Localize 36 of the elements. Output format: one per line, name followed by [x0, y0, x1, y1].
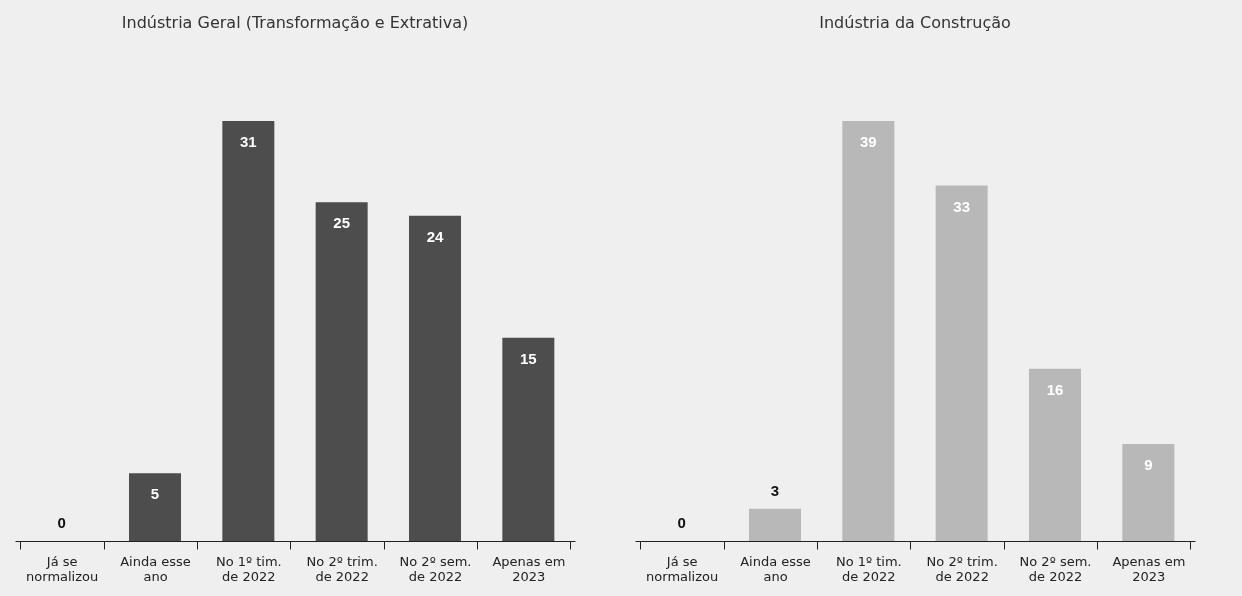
bar — [129, 473, 181, 541]
data-label: 5 — [150, 485, 160, 503]
x-tick-label: Ainda esse ano — [120, 553, 191, 584]
bar — [315, 202, 368, 541]
x-tick-label: No 2º sem. de 2022 — [1019, 553, 1092, 584]
x-tick-label: No 2º trim. de 2022 — [306, 553, 378, 584]
bar — [222, 121, 275, 541]
bar — [749, 508, 801, 541]
bar — [409, 215, 461, 541]
data-label: 39 — [859, 133, 877, 150]
data-label: 15 — [519, 349, 537, 367]
data-label: 33 — [953, 197, 971, 215]
data-label: 0 — [57, 514, 66, 531]
x-tick-label: Ainda esse ano — [740, 553, 811, 584]
x-tick-label: Já se normalizou — [26, 553, 99, 584]
bar — [1029, 368, 1081, 541]
data-label: 25 — [333, 214, 351, 232]
x-tick-label: No 2º sem. de 2022 — [399, 553, 472, 584]
x-tick-label: Já se normalizou — [646, 553, 719, 584]
x-tick-label: No 2º trim. de 2022 — [926, 553, 998, 584]
chart-title: Indústria da Construção — [819, 13, 1011, 32]
data-label: 24 — [426, 227, 444, 245]
x-tick-label: No 1º tim. de 2022 — [835, 553, 902, 584]
x-tick-label: No 1º tim. de 2022 — [215, 553, 282, 584]
x-tick-label: Apenas em 2023 — [1112, 553, 1186, 584]
data-label: 16 — [1046, 380, 1064, 398]
data-label: 9 — [1144, 456, 1153, 474]
bar — [842, 121, 895, 541]
x-tick-label: Apenas em 2023 — [492, 553, 566, 584]
bar — [935, 185, 988, 541]
data-label: 31 — [239, 133, 257, 150]
data-label: 3 — [770, 481, 780, 499]
bar — [1122, 444, 1175, 541]
chart-title: Indústria Geral (Transformação e Extrativa) — [121, 13, 469, 32]
data-label: 0 — [677, 514, 686, 531]
bar — [502, 337, 555, 541]
